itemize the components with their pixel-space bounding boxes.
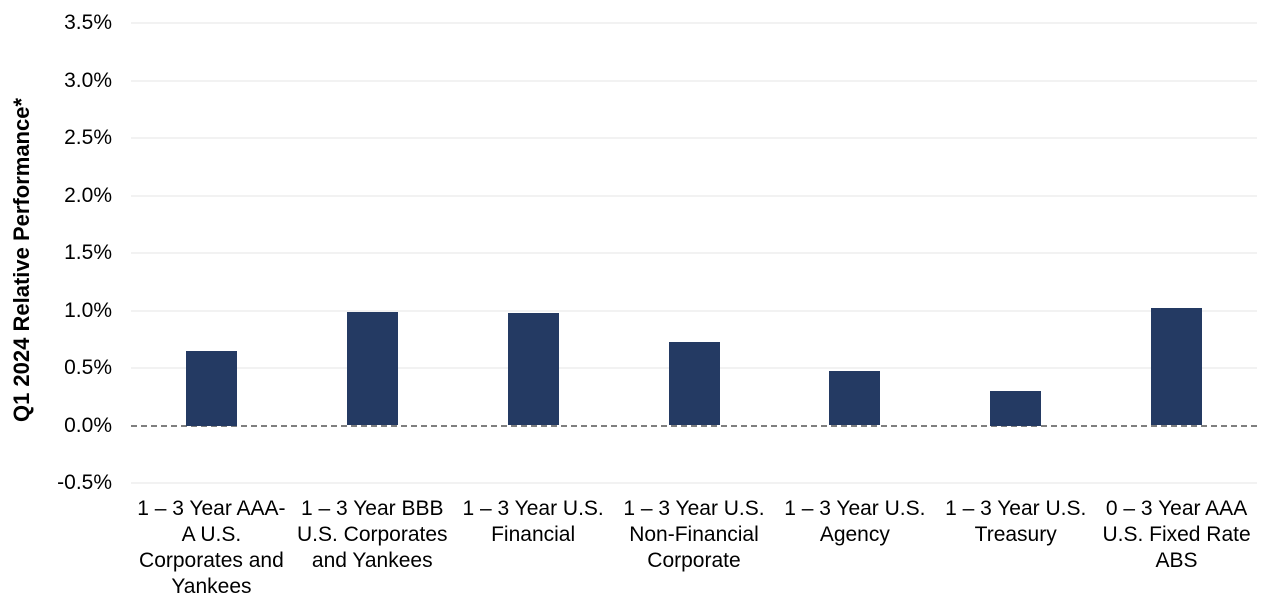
y-tick-label: 0.5%	[64, 356, 112, 379]
y-tick-label: 2.0%	[64, 183, 112, 207]
bar-6	[1151, 308, 1203, 426]
gridline	[131, 309, 1257, 312]
bar-2	[507, 312, 559, 426]
x-tick-label: 1 – 3 Year U.S. Treasury	[931, 496, 1100, 548]
x-tick-label-line: U.S. Corporates	[296, 523, 448, 546]
x-tick-label-line: U.S. Fixed Rate	[1102, 523, 1251, 546]
x-tick-label-line: 1 – 3 Year AAA-	[137, 497, 286, 520]
x-tick-label: 1 – 3 Year U.S. Agency	[770, 496, 939, 548]
gridline	[131, 137, 1257, 139]
bar-3	[668, 341, 720, 426]
gridline	[131, 194, 1257, 197]
y-tick-label: -0.5%	[57, 471, 112, 494]
gridline	[131, 79, 1257, 82]
x-tick-label-line: 1 – 3 Year U.S.	[784, 497, 926, 520]
y-tick-label: 2.5%	[64, 126, 112, 149]
gridline	[131, 22, 1257, 24]
y-tick-label: 3.5%	[64, 11, 112, 34]
y-tick-label: 1.0%	[64, 298, 112, 322]
bar-4	[829, 371, 881, 426]
x-tick-label-line: Corporates and	[139, 549, 284, 572]
gridline	[131, 252, 1257, 254]
x-tick-label-line: 1 – 3 Year U.S.	[462, 497, 604, 520]
bar-0	[185, 350, 237, 426]
bar-1	[346, 311, 398, 426]
x-tick-label: 1 – 3 Year U.S. Non-Financial Corporate	[610, 496, 779, 574]
x-tick-label: 1 – 3 Year AAA- A U.S. Corporates and Ya…	[127, 496, 296, 600]
x-tick-label-line: 1 – 3 Year BBB	[301, 497, 444, 520]
x-tick-label-line: and Yankees	[311, 549, 433, 572]
y-tick-label: 1.5%	[64, 241, 112, 264]
x-tick-label-line: A U.S.	[181, 523, 242, 546]
gridline	[131, 482, 1257, 484]
zero-baseline-dashed	[131, 424, 1257, 427]
x-tick-label: 0 – 3 Year AAA U.S. Fixed Rate ABS	[1092, 496, 1261, 574]
y-tick-label: 3.0%	[64, 68, 112, 92]
x-tick-label-line: Non-Financial	[629, 523, 759, 546]
x-tick-label: 1 – 3 Year U.S. Financial	[449, 496, 618, 548]
x-tick-label: 1 – 3 Year BBB U.S. Corporates and Yanke…	[288, 496, 457, 574]
x-tick-label-line: 1 – 3 Year U.S.	[945, 497, 1087, 520]
bar-5	[990, 391, 1042, 426]
x-tick-label-line: Yankees	[171, 575, 252, 598]
x-tick-label-line: Financial	[491, 523, 576, 546]
x-tick-label-line: Corporate	[647, 549, 741, 572]
x-tick-label-line: 1 – 3 Year U.S.	[623, 497, 765, 520]
x-tick-label-line: 0 – 3 Year AAA	[1105, 497, 1248, 520]
x-tick-label-line: Agency	[819, 523, 890, 546]
y-tick-label: 0.0%	[64, 413, 112, 437]
x-tick-label-line: ABS	[1155, 549, 1198, 572]
x-tick-label-line: Treasury	[974, 523, 1057, 546]
